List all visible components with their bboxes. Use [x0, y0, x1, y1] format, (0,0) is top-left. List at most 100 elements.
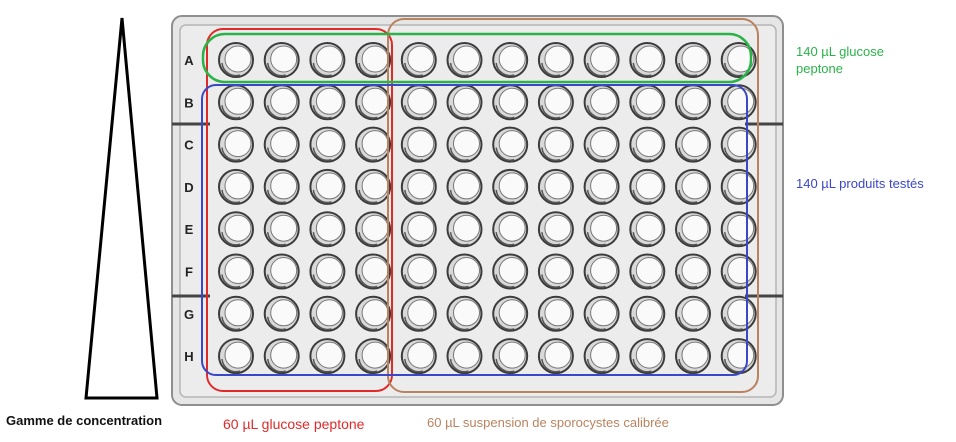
region-blue-outline [201, 84, 748, 376]
well-d3 [309, 168, 346, 205]
well-a9 [583, 42, 620, 78]
well-g4 [355, 295, 392, 332]
well-g3 [309, 295, 346, 332]
well-f8 [537, 253, 574, 290]
well-b12 [720, 84, 757, 121]
well-g8 [537, 295, 574, 332]
green-region-label: 140 µL glucose peptone [796, 44, 884, 76]
well-c11 [675, 126, 711, 163]
well-c4 [355, 126, 392, 163]
well-f4 [355, 253, 392, 290]
row-labels: A B C D E F G H [184, 53, 194, 364]
well-d6 [446, 168, 483, 205]
well-c3 [309, 126, 346, 163]
well-a4 [355, 42, 392, 78]
well-h3 [309, 338, 346, 375]
well-g5 [400, 295, 437, 332]
well-c2 [263, 126, 300, 163]
red-region-label: 60 µL glucose peptone [223, 416, 365, 432]
well-h12 [720, 338, 757, 375]
well-g10 [629, 295, 666, 332]
well-h11 [675, 338, 711, 375]
well-b5 [400, 84, 437, 121]
well-f6 [446, 253, 483, 290]
microplate: A B C D E F G H [171, 15, 784, 406]
well-b3 [309, 84, 346, 121]
region-brown-outline [387, 18, 759, 393]
well-b7 [492, 84, 529, 121]
well-d1 [218, 168, 254, 205]
well-f5 [400, 253, 437, 290]
well-e5 [400, 211, 437, 248]
well-e1 [218, 211, 254, 248]
well-e6 [446, 211, 483, 248]
well-c6 [446, 126, 483, 163]
well-h8 [537, 338, 574, 375]
well-g6 [446, 295, 483, 332]
row-label-h: H [184, 349, 193, 364]
well-f11 [675, 253, 711, 290]
well-h10 [629, 338, 666, 375]
row-label-b: B [184, 95, 193, 110]
well-e2 [263, 211, 300, 248]
well-a5 [400, 42, 437, 78]
region-red-outline [206, 28, 393, 392]
well-h5 [400, 338, 437, 375]
well-a10 [629, 42, 666, 78]
row-label-d: D [184, 180, 193, 195]
well-d5 [400, 168, 437, 205]
well-d9 [583, 168, 620, 205]
wells [218, 42, 757, 375]
well-b10 [629, 84, 666, 121]
well-a3 [309, 42, 346, 78]
well-b2 [263, 84, 300, 121]
well-b1 [218, 84, 254, 121]
well-a2 [263, 42, 300, 78]
well-b6 [446, 84, 483, 121]
well-c12 [720, 126, 757, 163]
well-e10 [629, 211, 666, 248]
blue-region-label: 140 µL produits testés [796, 176, 924, 191]
well-d11 [675, 168, 711, 205]
well-e9 [583, 211, 620, 248]
well-a8 [537, 42, 574, 78]
well-c1 [218, 126, 254, 163]
well-c10 [629, 126, 666, 163]
well-f2 [263, 253, 300, 290]
well-h9 [583, 338, 620, 375]
well-a6 [446, 42, 483, 78]
well-h4 [355, 338, 392, 375]
row-label-f: F [185, 265, 193, 280]
well-f3 [309, 253, 346, 290]
well-e3 [309, 211, 346, 248]
well-a12 [720, 42, 757, 78]
well-h7 [492, 338, 529, 375]
well-b9 [583, 84, 620, 121]
well-c9 [583, 126, 620, 163]
well-h2 [263, 338, 300, 375]
well-c5 [400, 126, 437, 163]
well-g1 [218, 295, 254, 332]
well-a1 [218, 42, 254, 78]
well-e11 [675, 211, 711, 248]
well-b4 [355, 84, 392, 121]
well-g7 [492, 295, 529, 332]
well-d8 [537, 168, 574, 205]
well-b8 [537, 84, 574, 121]
well-f1 [218, 253, 254, 290]
well-f9 [583, 253, 620, 290]
well-f7 [492, 253, 529, 290]
well-g9 [583, 295, 620, 332]
well-d12 [720, 168, 757, 205]
well-a11 [675, 42, 711, 78]
well-g11 [675, 295, 711, 332]
well-e4 [355, 211, 392, 248]
well-d7 [492, 168, 529, 205]
well-c7 [492, 126, 529, 163]
well-d4 [355, 168, 392, 205]
well-a7 [492, 42, 529, 78]
well-h6 [446, 338, 483, 375]
row-label-c: C [184, 138, 194, 153]
